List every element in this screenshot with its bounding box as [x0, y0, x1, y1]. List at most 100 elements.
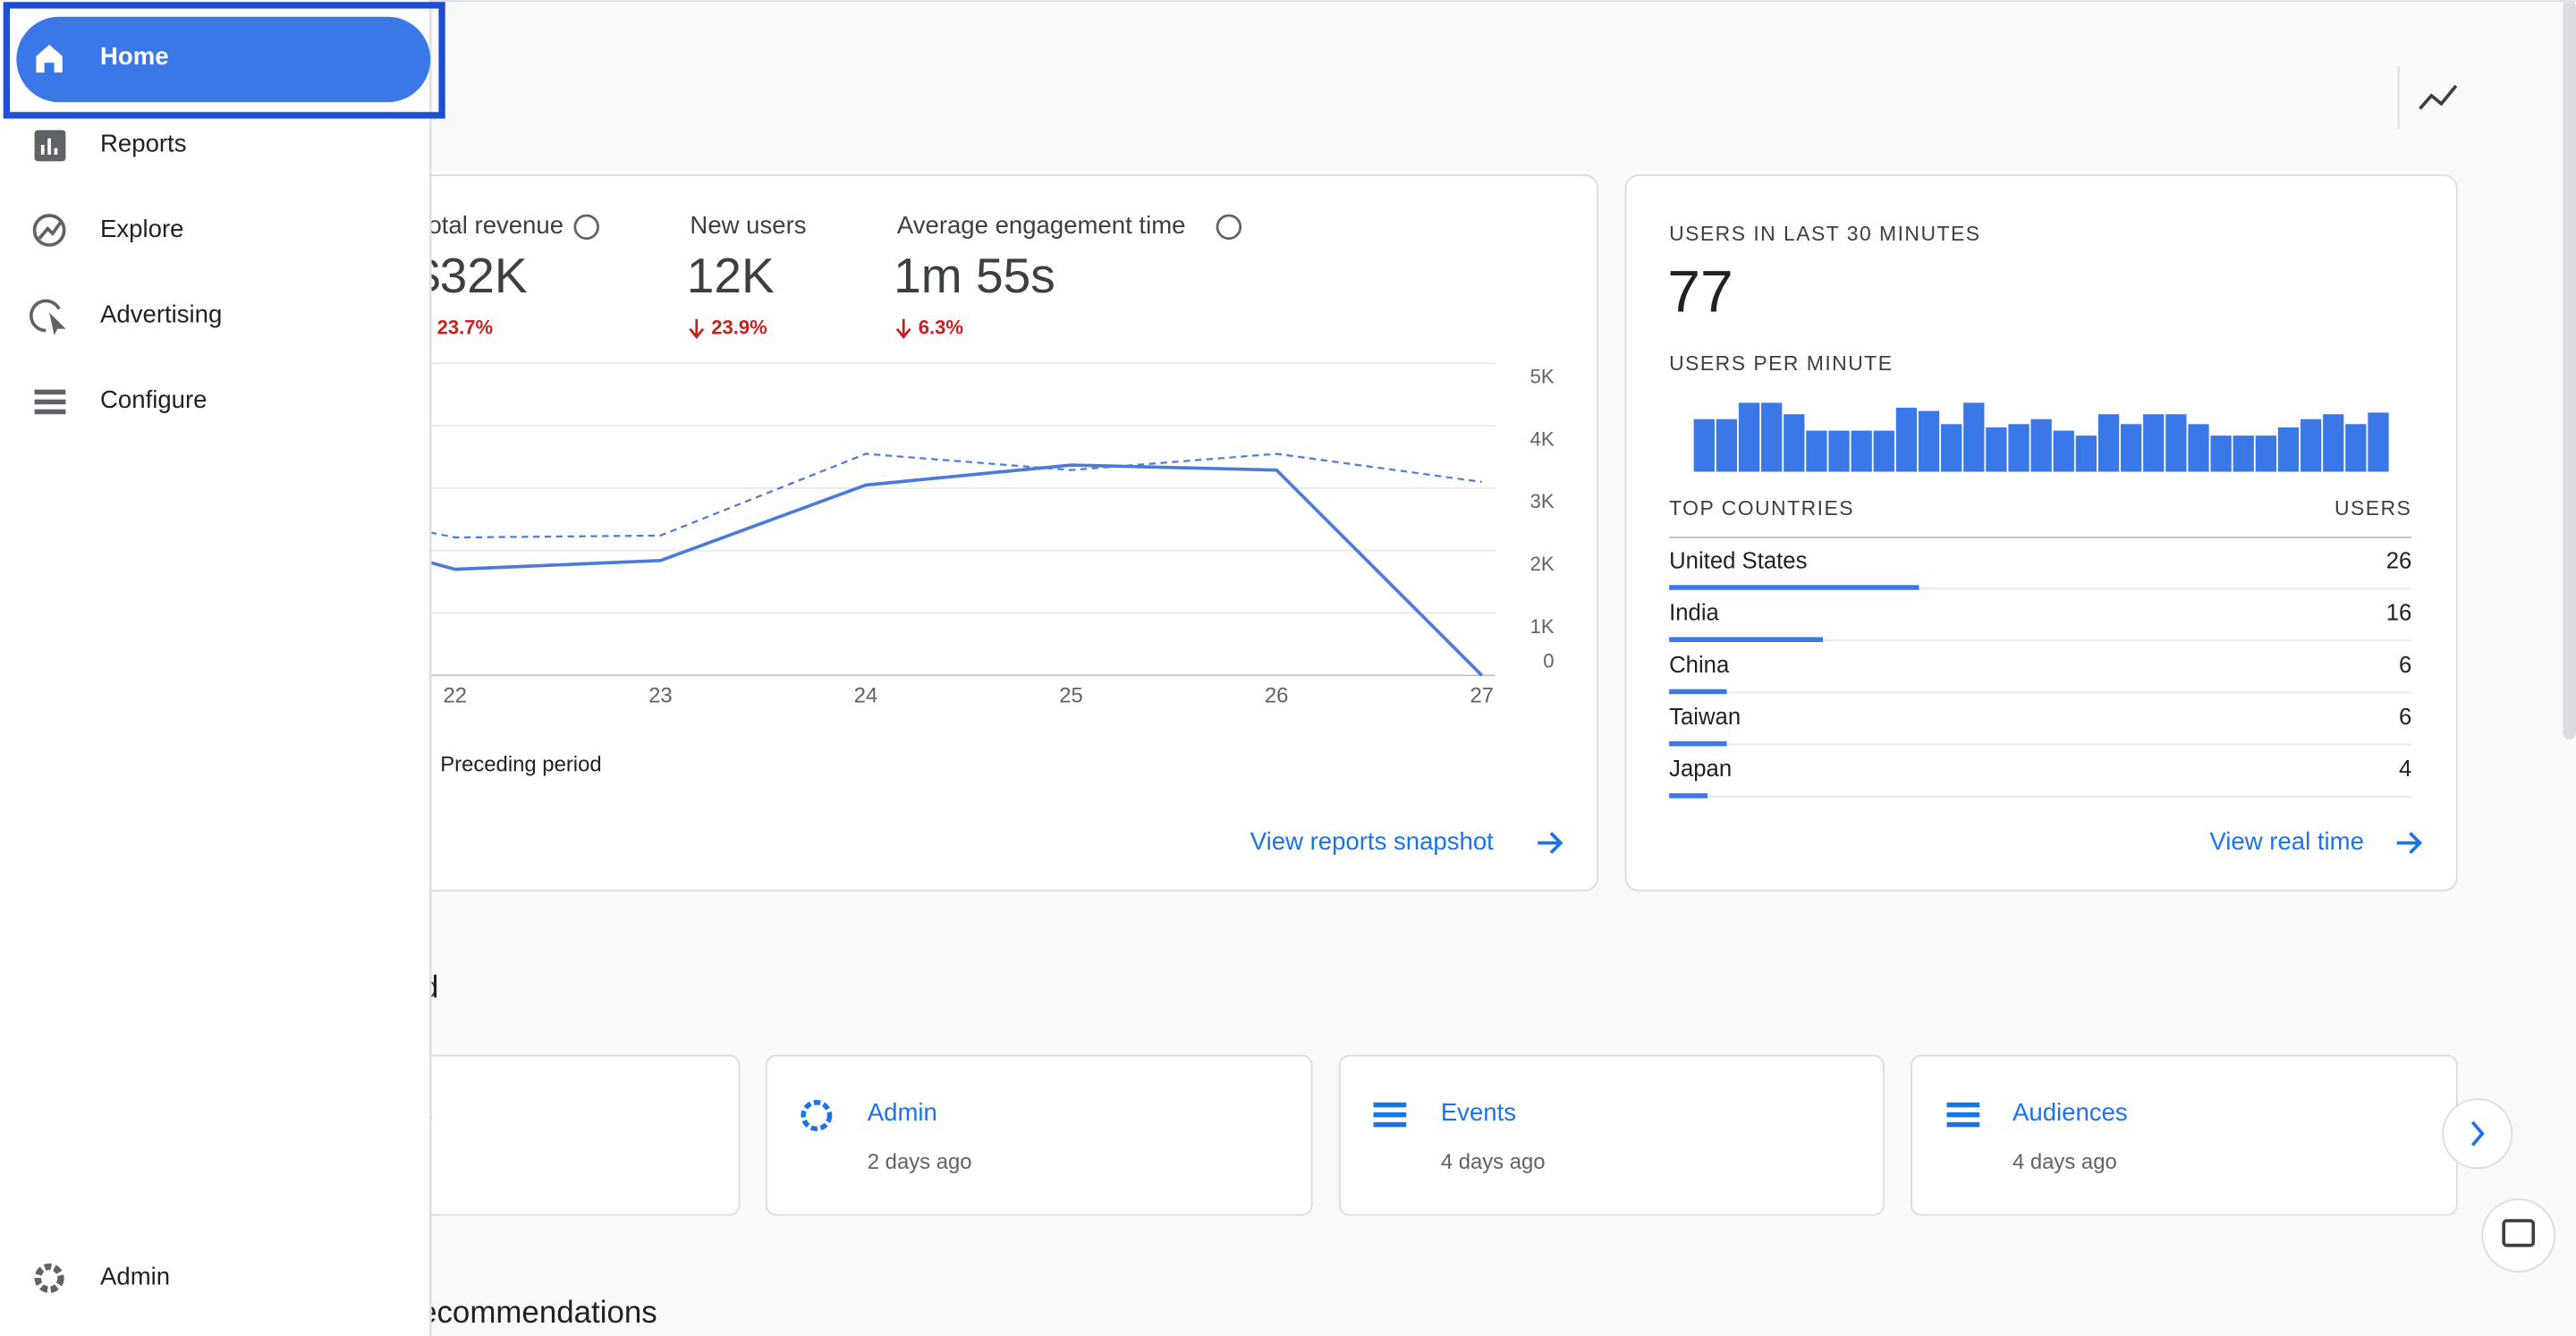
- home-icon: [36, 44, 63, 73]
- country-users: 6: [2399, 653, 2411, 678]
- link[interactable]: View real time: [2209, 827, 2364, 855]
- help-icon[interactable]: [1216, 214, 1242, 241]
- minute-bar: [1986, 427, 2007, 472]
- line-series: [249, 452, 1482, 539]
- explore-icon: [38, 221, 63, 240]
- country-bar: [1669, 689, 1727, 695]
- minute-bar: [2210, 435, 2232, 472]
- scrollbar[interactable]: [2563, 0, 2576, 740]
- recent-card[interactable]: [765, 1054, 1313, 1216]
- country-users: 16: [2386, 601, 2412, 626]
- y-tick-label: 0: [1543, 649, 1554, 672]
- minute-bar: [2300, 419, 2322, 472]
- minute-bar: [2030, 419, 2052, 472]
- minute-bar: [2075, 435, 2097, 472]
- card-heading: USERS PER MINUTE: [1669, 351, 1893, 375]
- feedback-icon: [2502, 1219, 2536, 1247]
- minute-bar: [1851, 430, 1872, 472]
- country-name: Taiwan: [1669, 705, 1741, 730]
- card-subtitle: 4 days ago: [1441, 1150, 1546, 1174]
- country-name: China: [1669, 653, 1730, 678]
- minute-bar: [2345, 424, 2367, 472]
- metric-value: 12K: [687, 248, 775, 303]
- metric-label: Average engagement time: [897, 211, 1186, 239]
- card-title[interactable]: Events: [1441, 1098, 1516, 1126]
- minute-bar: [2255, 435, 2277, 472]
- y-tick-label: 3K: [1530, 490, 1555, 512]
- feedback-button[interactable]: [2481, 1198, 2556, 1273]
- minute-bar: [2120, 424, 2142, 472]
- y-tick-label: 5K: [1530, 366, 1555, 388]
- recent-card[interactable]: [1338, 1054, 1885, 1216]
- legend-label: Preceding period: [440, 753, 601, 777]
- minute-bar: [2053, 430, 2074, 472]
- advertising-icon: [29, 299, 61, 333]
- next-button[interactable]: [2442, 1098, 2513, 1170]
- country-bar: [1669, 637, 1824, 642]
- metric-change: 23.9%: [711, 317, 767, 339]
- x-tick-label: 24: [854, 683, 878, 707]
- minute-bar: [2097, 414, 2120, 472]
- link[interactable]: View reports snapshot: [1250, 827, 1494, 855]
- x-tick-label: 25: [1059, 683, 1083, 707]
- y-tick-label: 1K: [1530, 615, 1555, 638]
- country-name: Japan: [1669, 757, 1732, 782]
- admin-icon: [801, 1100, 833, 1131]
- minute-bar: [1895, 407, 1918, 472]
- realtime-card: [1624, 174, 2458, 892]
- nav-item[interactable]: Reports: [100, 129, 186, 156]
- line-series: [249, 463, 1484, 677]
- minute-bar: [2323, 414, 2344, 472]
- minute-bar: [1738, 402, 1760, 472]
- card-title[interactable]: Admin: [868, 1098, 937, 1126]
- table-heading: TOP COUNTRIES: [1669, 496, 1854, 520]
- realtime-value: 77: [1667, 258, 1733, 325]
- minute-bar: [2277, 427, 2300, 472]
- focus-box: [3, 2, 445, 119]
- card-title[interactable]: Audiences: [2012, 1098, 2128, 1126]
- sidebar-panel: [0, 0, 431, 1336]
- help-icon[interactable]: [573, 214, 599, 241]
- metric-value: 1m 55s: [894, 248, 1055, 303]
- minute-bar: [1918, 410, 1940, 472]
- minute-bar: [1693, 419, 1715, 472]
- down-arrow: [689, 318, 705, 340]
- advertising-icon: [49, 312, 66, 336]
- link-arrow: [2396, 832, 2423, 854]
- nav-item[interactable]: Home: [100, 42, 169, 70]
- reports-icon: [34, 130, 66, 162]
- country-bar: [1669, 740, 1727, 747]
- minute-bar: [1806, 430, 1827, 472]
- card-subtitle: 4 days ago: [2012, 1150, 2117, 1174]
- metric-change: 23.7%: [437, 317, 494, 339]
- minute-bar: [1941, 424, 1962, 472]
- metric-label: New users: [690, 211, 806, 239]
- configure-icon: [34, 389, 66, 415]
- country-users: 26: [2386, 548, 2412, 573]
- x-tick-label: 26: [1265, 683, 1289, 707]
- minute-bar: [1761, 402, 1783, 472]
- explore-icon: [32, 214, 66, 247]
- nav-item[interactable]: Admin: [100, 1263, 170, 1290]
- sidebar: Home Reports Explore Advertising Configure Ad…: [0, 0, 445, 1336]
- insights-button[interactable]: [2419, 84, 2458, 110]
- events-icon: [1373, 1102, 1407, 1128]
- card-heading: USERS IN LAST 30 MINUTES: [1669, 222, 1980, 245]
- table-heading: USERS: [2334, 496, 2411, 520]
- country-bar: [1669, 793, 1708, 799]
- minute-bar: [1963, 402, 1985, 472]
- next-arrow: [2470, 1120, 2485, 1146]
- recent-card[interactable]: [1911, 1054, 2458, 1216]
- nav-item[interactable]: Advertising: [100, 300, 222, 327]
- nav-item[interactable]: Configure: [100, 385, 207, 413]
- country-bar: [1669, 585, 1919, 590]
- minute-bar: [2008, 424, 2029, 472]
- nav-item[interactable]: Explore: [100, 215, 183, 242]
- minute-bar: [1716, 419, 1738, 472]
- y-tick-label: 4K: [1530, 427, 1555, 450]
- admin-gear: [34, 1263, 64, 1293]
- nav-highlight: [16, 16, 431, 103]
- country-users: 6: [2399, 705, 2411, 730]
- minute-bar: [2368, 412, 2389, 472]
